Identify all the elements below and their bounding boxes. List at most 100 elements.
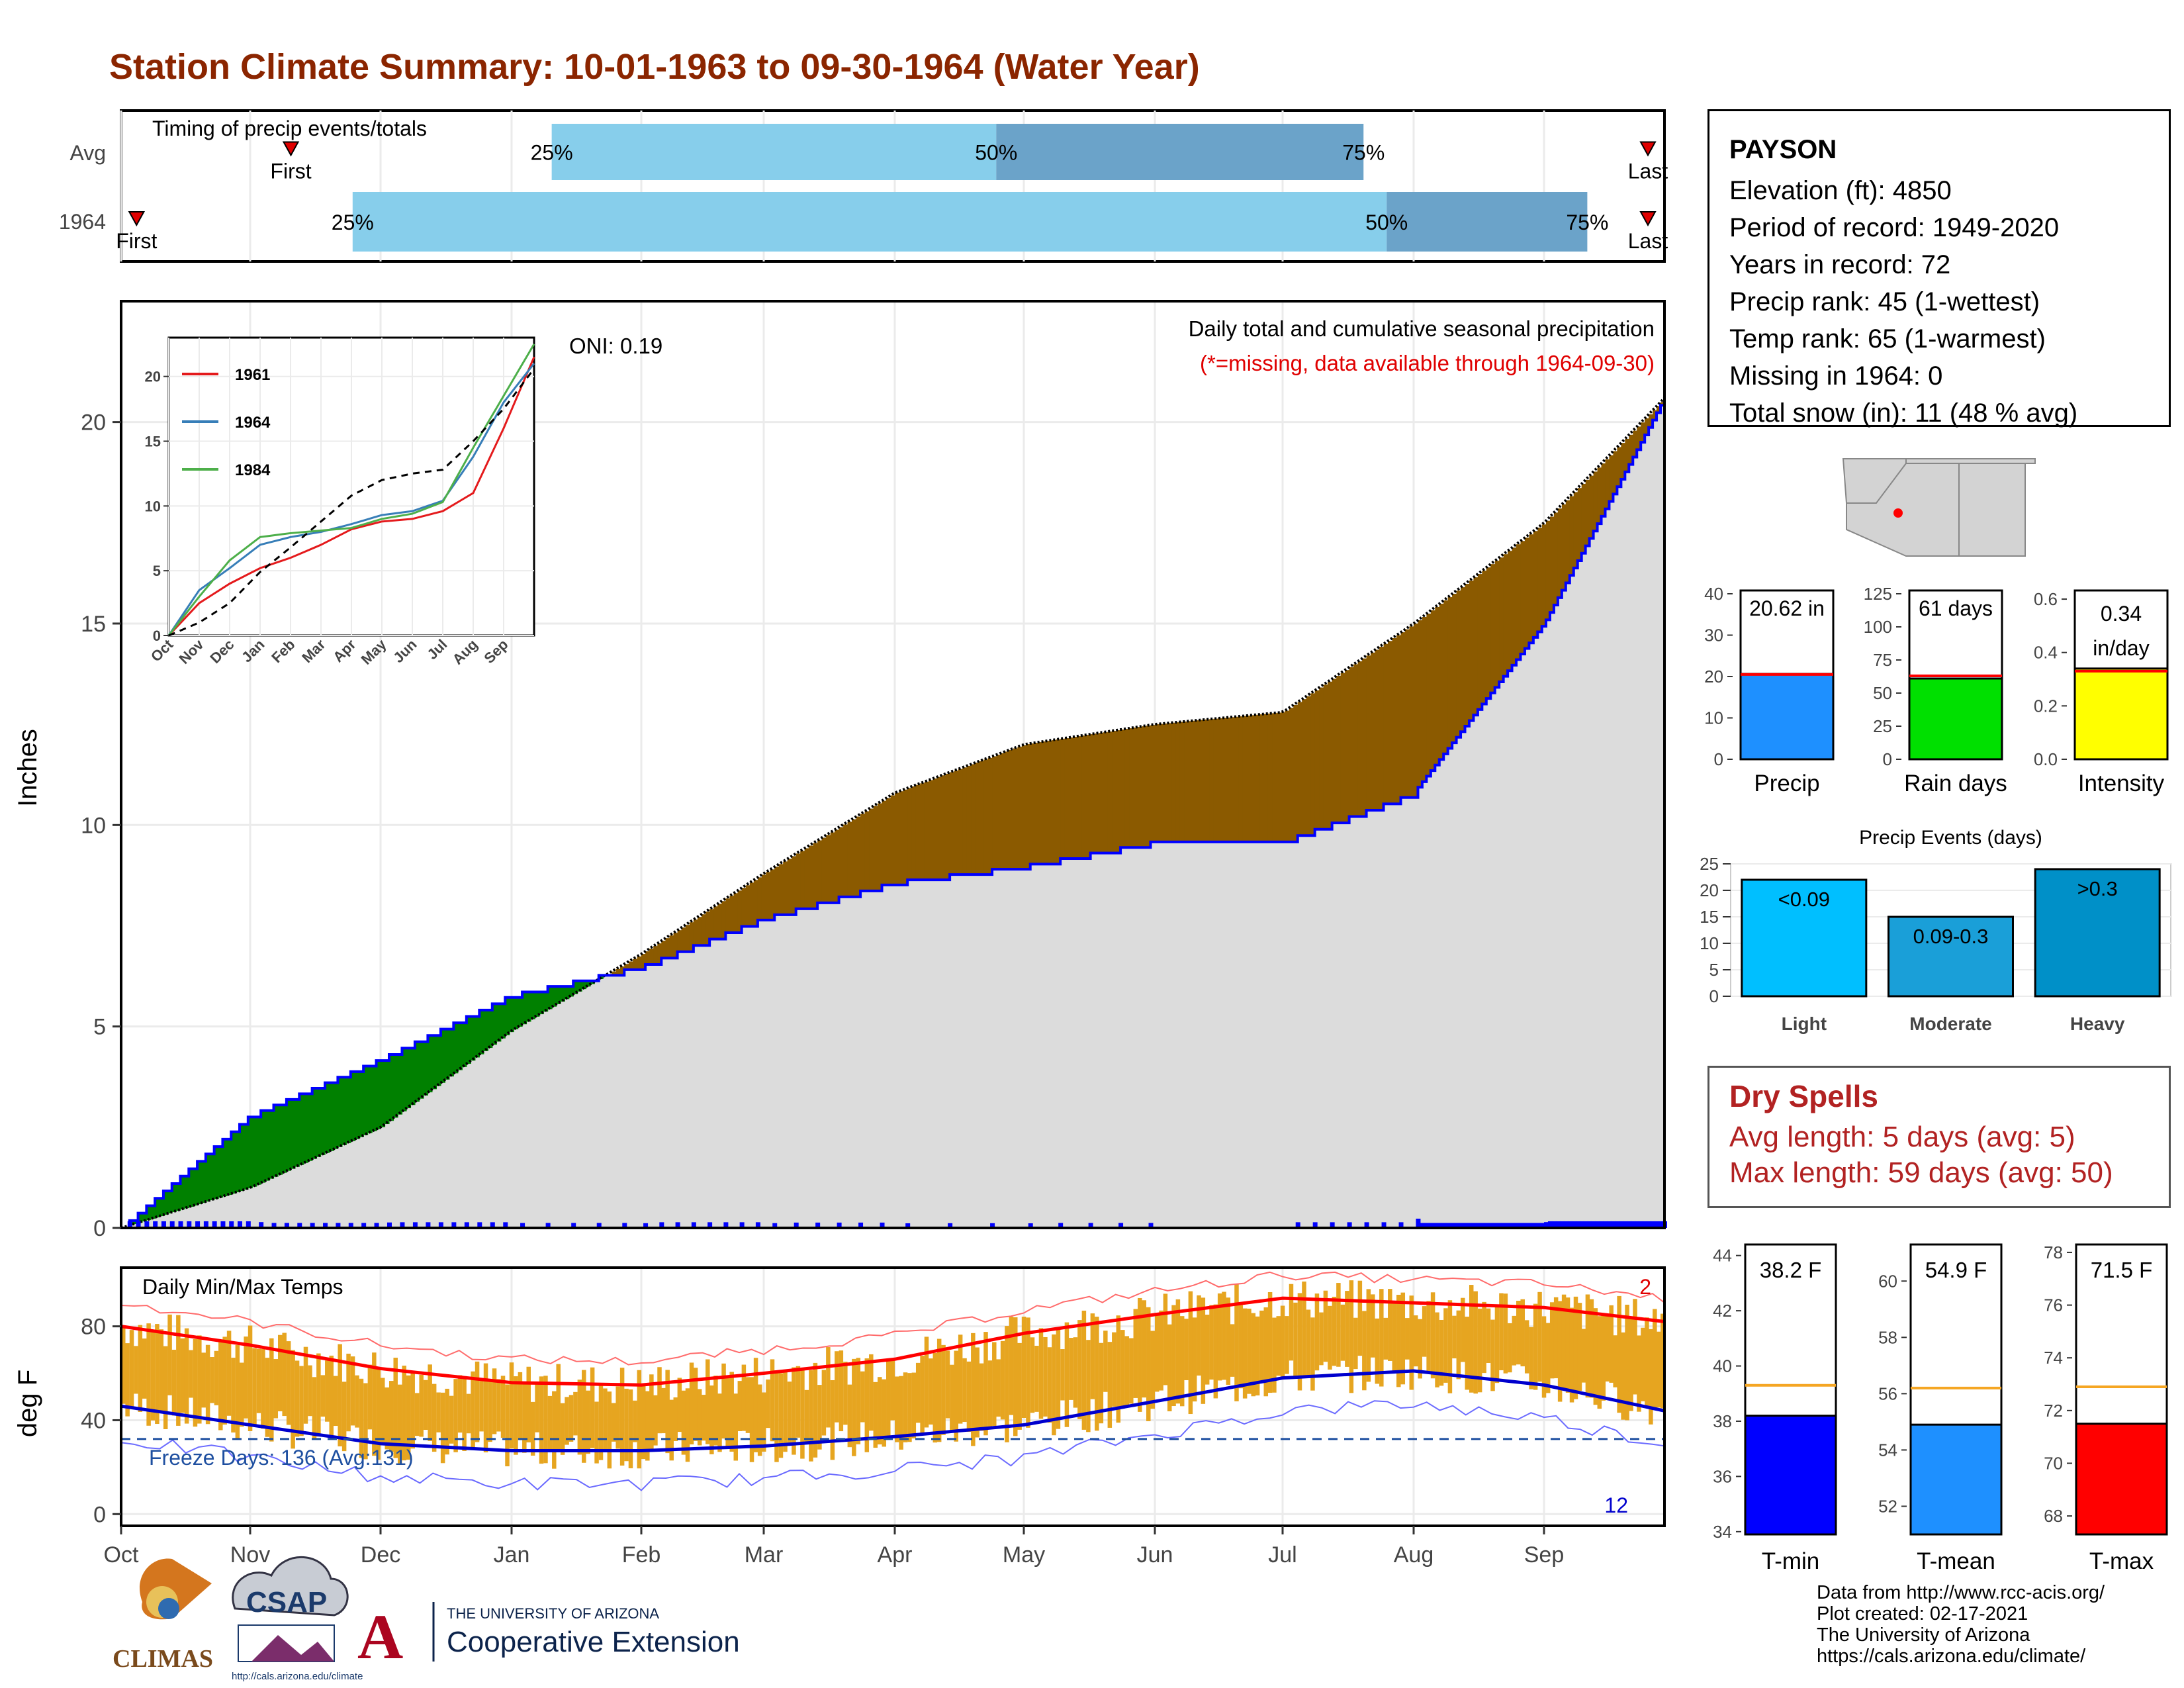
- svg-text:42: 42: [1713, 1301, 1732, 1321]
- daily-precip-bar: [426, 1222, 431, 1228]
- precip-diff-band: [176, 1183, 181, 1211]
- temp-daily-bar: [665, 1370, 670, 1454]
- avg-min-line: [120, 1369, 1665, 1453]
- temp-daily-bar: [649, 1374, 654, 1451]
- precip-diff-band: [1379, 647, 1385, 810]
- daily-precip-bar: [1514, 1223, 1520, 1228]
- precip-diff-band: [987, 757, 993, 875]
- temp-daily-bar: [1133, 1309, 1138, 1398]
- precip-diff-band: [1175, 722, 1181, 842]
- credits: Data from http://www.rcc-acis.org/ Plot …: [1817, 1582, 2105, 1667]
- temp-daily-bar: [1272, 1317, 1277, 1393]
- precip-diff-band: [1116, 730, 1121, 853]
- precip-diff-band: [1034, 743, 1040, 865]
- precip-diff-band: [1133, 727, 1138, 848]
- temp-daily-bar: [432, 1383, 437, 1452]
- temp-daily-bar: [1597, 1316, 1602, 1409]
- precip-diff-band: [890, 795, 895, 885]
- precip-diff-band: [860, 814, 866, 891]
- temp-daily-bar: [1629, 1319, 1633, 1411]
- daily-precip-bar: [361, 1223, 367, 1228]
- daily-precip-bar: [837, 1222, 842, 1228]
- temp-daily-bar: [1613, 1335, 1617, 1387]
- precip-annotation: Daily total and cumulative seasonal prec…: [1189, 316, 1655, 341]
- precip-diff-band: [725, 898, 731, 933]
- mini-temp-axis-label: T-min: [1762, 1548, 1820, 1574]
- temp-daily-bar: [547, 1395, 553, 1450]
- svg-text:http://cals.arizona.edu/climat: http://cals.arizona.edu/climate: [232, 1671, 363, 1682]
- daily-precip-bar: [1518, 1223, 1524, 1228]
- daily-precip-bar: [1555, 1221, 1561, 1228]
- temp-daily-bar: [346, 1353, 351, 1432]
- temp-daily-bar: [1090, 1313, 1095, 1399]
- temp-daily-bar: [852, 1358, 856, 1456]
- temp-daily-bar: [320, 1375, 326, 1417]
- temp-daily-bar: [774, 1370, 779, 1462]
- station-period: Period of record: 1949-2020: [1729, 213, 2060, 242]
- precip-diff-band: [1396, 635, 1402, 804]
- temp-daily-bar: [1142, 1300, 1147, 1398]
- precip-diff-band: [1163, 723, 1168, 842]
- temp-daily-bar: [689, 1362, 694, 1444]
- daily-precip-bar: [1599, 1221, 1604, 1228]
- temp-daily-bar: [1549, 1302, 1555, 1379]
- daily-precip-bar: [153, 1221, 158, 1228]
- events-bar-light: [1741, 878, 1868, 998]
- temp-daily-bar: [856, 1358, 861, 1444]
- precip-obs-line: [121, 398, 1666, 1229]
- precip-diff-band: [907, 788, 913, 880]
- temp-daily-bar: [121, 1327, 126, 1404]
- month-label-aug: Aug: [1394, 1542, 1434, 1568]
- month-label-oct: Oct: [104, 1542, 139, 1568]
- temp-daily-bar: [653, 1395, 658, 1446]
- precip-diff-band: [1112, 731, 1117, 853]
- temp-daily-bar: [573, 1391, 578, 1436]
- daily-precip-bar: [858, 1222, 864, 1228]
- precip-diff-band: [1605, 459, 1610, 509]
- daily-precip-bar: [1428, 1223, 1433, 1228]
- precip-diff-band: [1597, 467, 1602, 524]
- temp-daily-bar: [860, 1371, 865, 1423]
- precip-diff-band: [1047, 741, 1052, 865]
- temp-daily-bar: [1302, 1281, 1306, 1376]
- timing-p50-label: 50%: [1365, 211, 1408, 234]
- temp-daily-bar: [1247, 1308, 1251, 1394]
- temp-daily-bar: [1529, 1327, 1533, 1389]
- precip-diff-band: [745, 885, 751, 927]
- temp-daily-bar: [975, 1347, 979, 1438]
- daily-precip-bar: [1627, 1221, 1632, 1228]
- daily-precip-bar: [336, 1223, 341, 1228]
- daily-precip-bar: [1475, 1223, 1480, 1228]
- precip-diff-band: [689, 922, 694, 952]
- temp-daily-bar: [1657, 1331, 1661, 1408]
- precip-diff-band: [954, 771, 959, 875]
- precip-diff-band: [582, 980, 587, 990]
- temp-daily-bar: [299, 1366, 304, 1436]
- daily-precip-bar: [1567, 1221, 1572, 1228]
- month-label-jul: Jul: [1268, 1542, 1297, 1568]
- precip-diff-band: [873, 806, 878, 891]
- temp-daily-bar: [406, 1375, 411, 1460]
- temp-daily-bar: [295, 1360, 300, 1437]
- precip-ytick: 15: [81, 612, 106, 637]
- precip-diff-band: [210, 1154, 215, 1201]
- daily-precip-bar: [1364, 1222, 1369, 1228]
- temp-daily-bar: [1371, 1294, 1375, 1358]
- precip-diff-band: [996, 755, 1001, 870]
- temp-daily-bar: [633, 1400, 637, 1442]
- inset-legend-label: 1961: [235, 366, 270, 384]
- temp-daily-bar: [1443, 1308, 1448, 1383]
- temp-daily-bar: [1621, 1332, 1625, 1420]
- avg-max-line: [120, 1296, 1665, 1387]
- precip-diff-band: [653, 946, 658, 964]
- precip-diff-band: [376, 1060, 381, 1129]
- precip-diff-band: [388, 1054, 394, 1121]
- temp-daily-bar: [1633, 1299, 1637, 1395]
- temp-daily-bar: [1222, 1291, 1226, 1380]
- precip-diff-band: [1155, 724, 1160, 842]
- temp-panel: Daily Min/Max Temps Freeze Days: 136 (Av…: [13, 1266, 1666, 1527]
- precip-diff-band: [273, 1105, 279, 1177]
- temp-daily-bar: [1146, 1307, 1151, 1421]
- temp-daily-bar: [1005, 1326, 1009, 1442]
- temp-daily-bar: [1276, 1316, 1281, 1376]
